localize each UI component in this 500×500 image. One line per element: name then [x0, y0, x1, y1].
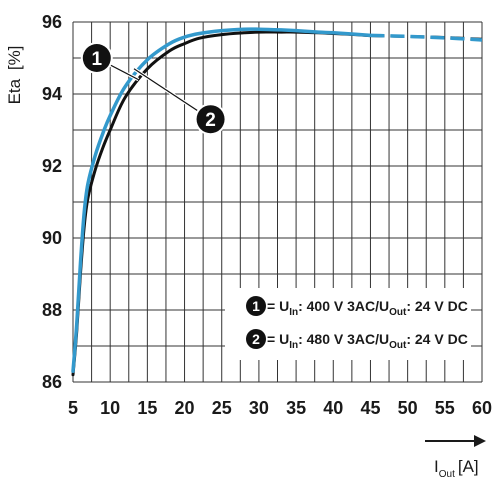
y-axis-ticks: 86 88 90 92 94 96	[42, 12, 62, 392]
annotation-badge-2: 2	[196, 105, 225, 134]
x-tick-label: 50	[398, 398, 418, 418]
annotation-badge-2-circle	[196, 105, 225, 134]
legend-badge-2: 2	[246, 329, 266, 349]
y-tick-label: 86	[42, 372, 62, 392]
legend-entry-part: : 24 V DC	[406, 298, 467, 314]
x-tick-label: 35	[286, 398, 306, 418]
x-tick-label: 15	[137, 398, 157, 418]
legend-entry-part: Out	[389, 307, 407, 318]
x-axis-ticks: 5 10 15 20 25 30 35 40 45 50 55 60	[68, 398, 492, 418]
x-tick-label: 60	[472, 398, 492, 418]
legend-entry-part: In	[289, 307, 298, 318]
legend-entry-part: : 24 V DC	[406, 331, 467, 347]
y-axis-label-unit: [%]	[5, 46, 24, 71]
x-tick-label: 20	[175, 398, 195, 418]
x-axis-arrow	[425, 435, 486, 447]
y-tick-label: 92	[42, 156, 62, 176]
legend-entry-part: = U	[267, 298, 289, 314]
x-tick-label: 5	[68, 398, 78, 418]
legend-entry-2: = UIn: 480 V 3AC/UOut: 24 V DC	[267, 331, 468, 351]
legend-badge-2-circle	[246, 329, 266, 349]
legend: 1 = UIn: 400 V 3AC/UOut: 24 V DC2 = UIn: 4…	[225, 288, 471, 360]
legend-badge-1: 1	[246, 296, 266, 316]
legend-entry-part: Out	[389, 340, 407, 351]
y-axis-label-main: Eta	[5, 78, 24, 104]
x-tick-label: 25	[212, 398, 232, 418]
series-group	[71, 27, 483, 377]
annotations: 12	[80, 42, 227, 136]
legend-entry-part: = U	[267, 331, 289, 347]
legend-box	[225, 288, 471, 360]
legend-entry-1: = UIn: 400 V 3AC/UOut: 24 V DC	[267, 298, 468, 318]
y-axis-label: Eta [%]	[5, 46, 24, 105]
y-tick-label: 90	[42, 228, 62, 248]
legend-badge-1-circle	[246, 296, 266, 316]
legend-entry-part: In	[289, 340, 298, 351]
x-tick-label: 30	[249, 398, 269, 418]
x-axis-label-unit: [A]	[458, 457, 479, 476]
y-tick-label: 88	[42, 300, 62, 320]
annotation-badge-1-circle	[82, 44, 111, 72]
series-2-line	[71, 27, 373, 373]
x-tick-label: 45	[360, 398, 380, 418]
x-axis-label-main: I	[434, 457, 439, 476]
x-axis-label-sub: Out	[439, 469, 455, 480]
y-tick-label: 94	[42, 84, 62, 104]
legend-badge-1-label: 1	[252, 298, 260, 314]
x-axis-label: IOut [A]	[434, 457, 479, 480]
legend-entry-part: : 400 V 3AC/U	[298, 298, 389, 314]
y-tick-label: 96	[42, 12, 62, 32]
annotation-badge-2-label: 2	[205, 110, 216, 131]
x-tick-label: 55	[435, 398, 455, 418]
x-tick-label: 40	[323, 398, 343, 418]
legend-entry-part: : 480 V 3AC/U	[298, 331, 389, 347]
x-tick-label: 10	[100, 398, 120, 418]
annotation-badge-1: 1	[82, 44, 111, 72]
annotation-badge-1-label: 1	[92, 49, 103, 70]
legend-badge-2-label: 2	[252, 331, 260, 347]
